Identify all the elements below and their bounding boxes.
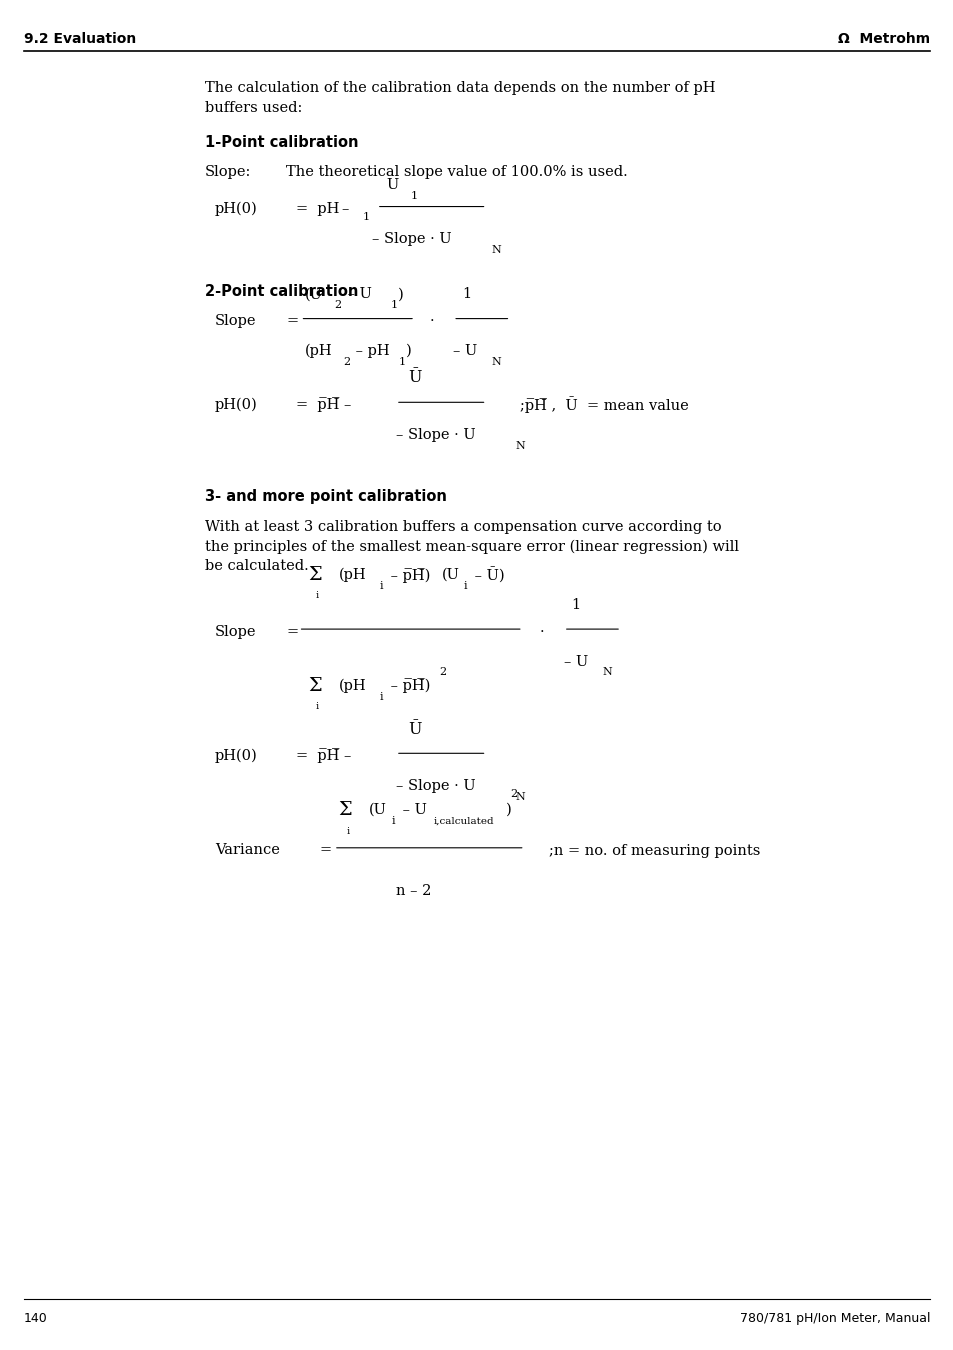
Text: Σ: Σ: [308, 566, 321, 585]
Text: i: i: [463, 580, 467, 591]
Text: (U: (U: [305, 288, 323, 301]
Text: i: i: [379, 691, 383, 702]
Text: – Slope · U: – Slope · U: [395, 428, 475, 441]
Text: ): ): [505, 803, 511, 817]
Text: 2-Point calibration: 2-Point calibration: [205, 284, 358, 298]
Text: The theoretical slope value of 100.0% is used.: The theoretical slope value of 100.0% is…: [286, 165, 627, 178]
Text: – U: – U: [397, 803, 426, 817]
Text: =  pH: = pH: [295, 202, 338, 216]
Text: ·: ·: [429, 315, 434, 328]
Text: 2: 2: [438, 667, 445, 678]
Text: 3- and more point calibration: 3- and more point calibration: [205, 489, 447, 504]
Text: i: i: [315, 591, 318, 599]
Text: 1: 1: [391, 300, 397, 310]
Text: =: =: [286, 625, 298, 639]
Text: N: N: [491, 244, 500, 255]
Text: – Slope · U: – Slope · U: [372, 232, 451, 246]
Text: 1-Point calibration: 1-Point calibration: [205, 135, 358, 150]
Text: With at least 3 calibration buffers a compensation curve according to
the princi: With at least 3 calibration buffers a co…: [205, 520, 739, 574]
Text: ·: ·: [539, 625, 544, 639]
Text: i: i: [315, 702, 318, 710]
Text: =: =: [286, 315, 298, 328]
Text: (pH: (pH: [338, 568, 366, 582]
Text: – U: – U: [563, 655, 587, 668]
Text: 780/781 pH/Ion Meter, Manual: 780/781 pH/Ion Meter, Manual: [739, 1312, 929, 1326]
Text: Slope: Slope: [214, 315, 256, 328]
Text: pH(0): pH(0): [214, 398, 257, 412]
Text: Σ: Σ: [308, 676, 321, 695]
Text: N: N: [515, 440, 524, 451]
Text: 1: 1: [362, 212, 369, 223]
Text: pH(0): pH(0): [214, 749, 257, 763]
Text: – Ū): – Ū): [470, 567, 504, 583]
Text: =  p̅H̅ –: = p̅H̅ –: [295, 397, 351, 413]
Text: 140: 140: [24, 1312, 48, 1326]
Text: –: –: [341, 202, 349, 216]
Text: 9.2 Evaluation: 9.2 Evaluation: [24, 32, 136, 46]
Text: (pH: (pH: [338, 679, 366, 693]
Text: 1: 1: [462, 288, 472, 301]
Text: 1: 1: [571, 598, 580, 612]
Text: Slope:: Slope:: [205, 165, 252, 178]
Text: Slope: Slope: [214, 625, 256, 639]
Text: – p̅H̅): – p̅H̅): [386, 567, 431, 583]
Text: The calculation of the calibration data depends on the number of pH
buffers used: The calculation of the calibration data …: [205, 81, 715, 115]
Text: – pH: – pH: [351, 344, 389, 358]
Text: n – 2: n – 2: [395, 884, 431, 898]
Text: ;n = no. of measuring points: ;n = no. of measuring points: [548, 844, 760, 857]
Text: Ω  Metrohm: Ω Metrohm: [837, 32, 929, 46]
Text: – U: – U: [453, 344, 476, 358]
Text: N: N: [601, 667, 611, 678]
Text: Ū: Ū: [408, 721, 421, 737]
Text: – Slope · U: – Slope · U: [395, 779, 475, 792]
Text: N: N: [491, 356, 500, 367]
Text: i: i: [346, 828, 349, 836]
Text: Ū: Ū: [408, 370, 421, 386]
Text: U: U: [386, 178, 398, 192]
Text: – U: – U: [343, 288, 372, 301]
Text: Σ: Σ: [338, 801, 352, 819]
Text: 1: 1: [398, 356, 405, 367]
Text: i: i: [379, 580, 383, 591]
Text: i: i: [391, 815, 395, 826]
Text: =: =: [319, 844, 332, 857]
Text: (U: (U: [441, 568, 459, 582]
Text: pH(0): pH(0): [214, 202, 257, 216]
Text: 1: 1: [410, 190, 416, 201]
Text: – p̅H̅): – p̅H̅): [386, 678, 431, 694]
Text: i,calculated: i,calculated: [434, 817, 495, 825]
Text: N: N: [515, 791, 524, 802]
Text: (pH: (pH: [305, 344, 333, 358]
Text: (U: (U: [369, 803, 387, 817]
Text: Variance: Variance: [214, 844, 279, 857]
Text: ): ): [405, 344, 411, 358]
Text: 2: 2: [343, 356, 350, 367]
Text: 2: 2: [510, 788, 517, 799]
Text: =  p̅H̅ –: = p̅H̅ –: [295, 748, 351, 764]
Text: 2: 2: [334, 300, 340, 310]
Text: ): ): [397, 288, 403, 301]
Text: ;p̅H̅ ,  Ū  = mean value: ;p̅H̅ , Ū = mean value: [519, 397, 688, 413]
